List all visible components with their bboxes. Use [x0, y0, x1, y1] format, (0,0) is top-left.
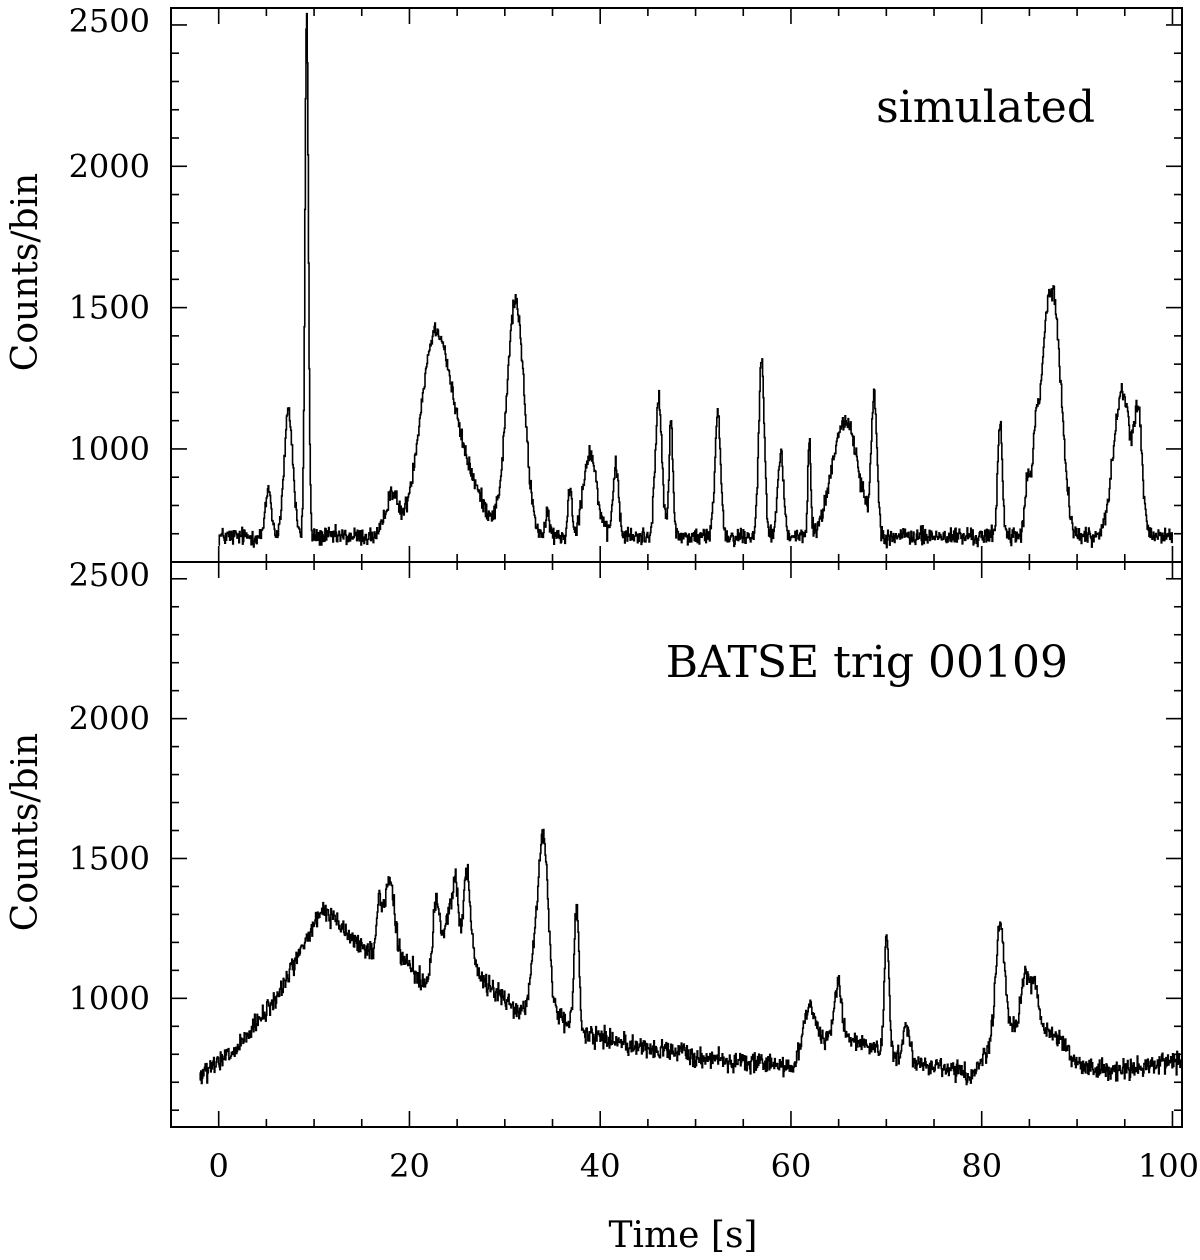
bottom-ylabel: Counts/bin: [5, 733, 46, 931]
bottom-series-line: [199, 828, 1183, 1086]
bottom-plot-frame: [170, 561, 1183, 1128]
x-tick-label-0: 0: [209, 1147, 229, 1185]
bottom-ticks: [171, 562, 1182, 1127]
x-tick-label-40: 40: [580, 1147, 621, 1185]
y-tick-label-1000: 1000: [69, 430, 150, 468]
top-annotation: simulated: [876, 82, 1095, 133]
y-tick-label-2000: 2000: [69, 147, 150, 185]
y-tick-label-2500: 2500: [69, 556, 150, 594]
x-tick-label-60: 60: [771, 1147, 812, 1185]
top-ylabel: Counts/bin: [5, 173, 46, 371]
y-tick-label-2500: 2500: [69, 2, 150, 40]
bottom-tick-labels: 1000 1500 2000 2500 0 20 40 60 80 100: [69, 556, 1199, 1185]
x-axis-title: Time [s]: [609, 1215, 758, 1256]
bottom-annotation: BATSE trig 00109: [666, 637, 1068, 688]
y-tick-label-1000: 1000: [69, 979, 150, 1017]
top-panel: 1000 1500 2000 2500 simulated Counts/bin: [5, 2, 1183, 563]
top-ticks: [171, 8, 1182, 563]
x-tick-label-80: 80: [961, 1147, 1002, 1185]
bottom-panel: 1000 1500 2000 2500 0 20 40 60 80 100 BATSE trig …: [5, 556, 1199, 1256]
x-tick-label-20: 20: [389, 1147, 430, 1185]
top-series-line: [218, 12, 1173, 549]
y-tick-label-2000: 2000: [69, 700, 150, 738]
y-tick-label-1500: 1500: [69, 839, 150, 877]
x-tick-label-100: 100: [1138, 1147, 1199, 1185]
top-tick-labels: 1000 1500 2000 2500: [69, 2, 150, 468]
y-tick-label-1500: 1500: [69, 289, 150, 327]
